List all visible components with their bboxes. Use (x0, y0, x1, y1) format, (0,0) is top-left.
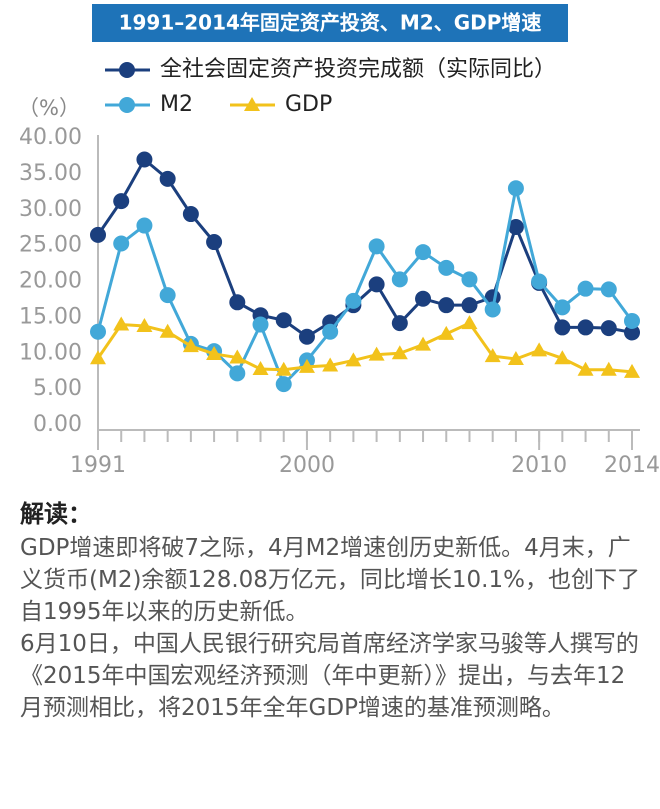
y-tick-label: 20.00 (19, 269, 82, 294)
data-point (461, 271, 478, 288)
y-tick-label: 30.00 (19, 197, 82, 222)
data-point (624, 312, 640, 329)
data-point (159, 287, 176, 304)
paragraph: GDP增速即将破7之际，4月M2增速创历史新低。4月末，广义货币(M2)余额12… (20, 535, 640, 625)
data-point (368, 238, 385, 255)
data-point (391, 271, 408, 288)
data-point (484, 348, 501, 363)
chart-title: 1991–2014年固定资产投资、M2、GDP增速 (119, 11, 542, 35)
data-point (159, 170, 176, 187)
data-point (90, 323, 106, 340)
data-point (229, 365, 246, 382)
data-point (368, 346, 385, 361)
y-tick-label: 15.00 (19, 304, 82, 329)
data-point (345, 292, 362, 309)
data-point (531, 273, 548, 290)
legend-marker (119, 97, 135, 113)
heading: 解读： (20, 500, 92, 528)
data-point (600, 361, 617, 376)
legend-marker (119, 62, 135, 78)
data-point (298, 328, 315, 345)
legend-label: 全社会固定资产投资完成额（实际同比） (160, 57, 556, 82)
x-tick-label: 2000 (279, 453, 335, 478)
y-tick-label: 0.00 (33, 412, 82, 437)
y-tick-label: 35.00 (19, 161, 82, 186)
data-point (507, 218, 524, 235)
data-point (577, 319, 594, 336)
data-point (298, 358, 315, 373)
data-point (113, 316, 130, 331)
data-point (438, 297, 455, 314)
x-tick-label: 2014 (604, 453, 660, 478)
data-point (182, 338, 199, 353)
data-point (206, 234, 223, 251)
data-point (182, 206, 199, 223)
data-point (136, 317, 153, 332)
data-point (275, 376, 292, 393)
data-point (461, 315, 478, 330)
data-point (438, 259, 455, 276)
y-axis-label: （%） (18, 96, 80, 120)
legend-marker (244, 97, 260, 111)
data-point (113, 193, 130, 210)
legend-label: M2 (160, 92, 193, 117)
data-point (322, 323, 339, 340)
data-point (113, 235, 130, 252)
series-line (96, 157, 633, 339)
data-point (275, 361, 292, 376)
title-banner (92, 4, 568, 42)
y-tick-label: 5.00 (33, 376, 82, 401)
data-point (461, 297, 478, 314)
data-point (415, 290, 432, 307)
series-line (96, 321, 633, 374)
data-point (484, 301, 501, 318)
data-point (252, 361, 269, 376)
chart: 1991–2014年固定资产投资、M2、GDP增速 （%） 0.00 5.00 10… (18, 4, 660, 478)
data-point (554, 350, 571, 365)
data-point (600, 281, 617, 298)
data-point (322, 357, 339, 372)
data-point (229, 349, 246, 364)
data-point (159, 323, 176, 338)
interpretation: 解读： GDP增速即将破7之际，4月M2增速创历史新低。4月末，广义货币(M2)… (20, 498, 645, 724)
data-point (275, 312, 292, 329)
data-point (136, 151, 153, 168)
data-point (554, 299, 571, 316)
y-tick-label: 25.00 (19, 233, 82, 258)
data-point (90, 350, 106, 365)
paragraph: 6月10日，中国人民银行研究局首席经济学家马骏等人撰写的《2015年中国宏观经济… (20, 631, 639, 721)
data-point (600, 320, 617, 337)
data-point (345, 352, 362, 367)
data-point (624, 363, 640, 378)
data-point (206, 345, 223, 360)
y-tick-label: 40.00 (19, 125, 82, 150)
data-point (391, 315, 408, 332)
data-point (90, 226, 106, 243)
data-point (136, 217, 153, 234)
data-point (415, 244, 432, 261)
data-point (229, 294, 246, 311)
x-tick-label: 1991 (70, 453, 126, 478)
x-tick-label: 2010 (511, 453, 567, 478)
data-point (507, 180, 524, 197)
data-point (391, 345, 408, 360)
data-point (554, 319, 571, 336)
data-point (252, 316, 269, 333)
data-point (531, 342, 548, 357)
data-point (415, 336, 432, 351)
data-point (507, 350, 524, 365)
data-point (368, 276, 385, 293)
y-tick-label: 10.00 (19, 340, 82, 365)
legend-label: GDP (285, 92, 332, 117)
data-point (577, 361, 594, 376)
data-point (577, 280, 594, 297)
data-point (438, 325, 455, 340)
data-point (624, 324, 640, 341)
